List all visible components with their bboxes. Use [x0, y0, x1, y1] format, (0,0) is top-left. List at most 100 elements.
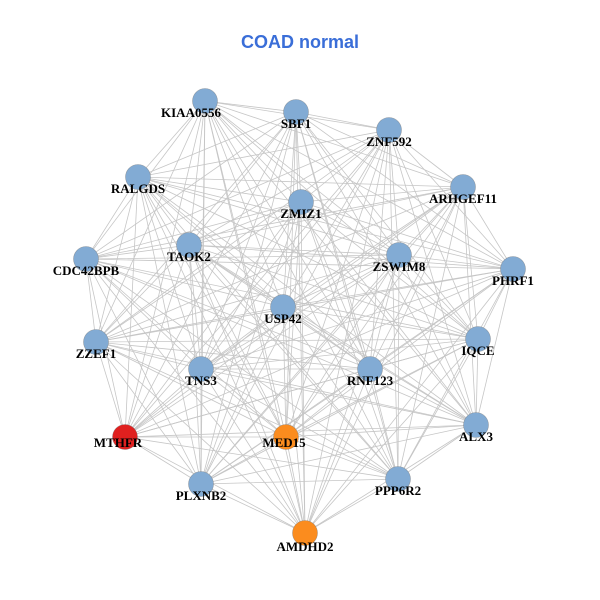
edge-TNS3-ALX3: [200, 368, 477, 426]
node-label-KIAA0556: KIAA0556: [161, 105, 221, 120]
edge-KIAA0556-ZMIZ1: [204, 100, 302, 203]
edge-KIAA0556-ZSWIM8: [204, 100, 400, 256]
edge-MTHFR-PPP6R2: [124, 436, 399, 480]
edge-RNF123-ALX3: [369, 368, 477, 426]
edge-SBF1-PHRF1: [295, 111, 514, 270]
node-label-MTHFR: MTHFR: [94, 435, 143, 450]
node-label-PHRF1: PHRF1: [492, 273, 534, 288]
node-label-CDC42BPB: CDC42BPB: [53, 263, 120, 278]
edge-ARHGEF11-PHRF1: [462, 186, 514, 270]
node-label-RALGDS: RALGDS: [111, 181, 165, 196]
edge-ZNF592-CDC42BPB: [85, 129, 390, 260]
edge-PLXNB2-AMDHD2: [200, 483, 306, 534]
plot-title: COAD normal: [241, 32, 359, 52]
edge-ZNF592-ARHGEF11: [388, 129, 464, 188]
node-circle-KIAA0556: [192, 88, 218, 114]
edge-ZMIZ1-PHRF1: [300, 201, 514, 270]
edge-PPP6R2-AMDHD2: [304, 478, 399, 534]
node-label-SBF1: SBF1: [281, 116, 311, 131]
edge-ARHGEF11-PLXNB2: [200, 186, 464, 485]
edge-IQCE-ALX3: [475, 338, 479, 426]
edge-KIAA0556-PLXNB2: [200, 100, 206, 485]
edge-USP42-PLXNB2: [200, 306, 284, 485]
edge-ZNF592-USP42: [282, 129, 390, 308]
node-circle-IQCE: [465, 326, 491, 352]
edge-TAOK2-CDC42BPB: [85, 244, 190, 260]
edge-ZMIZ1-PPP6R2: [300, 201, 399, 480]
edge-ZSWIM8-IQCE: [398, 254, 479, 340]
edge-KIAA0556-ALX3: [204, 100, 477, 426]
edge-USP42-IQCE: [282, 306, 479, 340]
edge-TAOK2-PHRF1: [188, 244, 514, 270]
edge-MTHFR-ALX3: [124, 424, 477, 438]
edge-TNS3-PPP6R2: [200, 368, 399, 480]
edge-SBF1-ALX3: [295, 111, 477, 426]
edge-PHRF1-PPP6R2: [397, 268, 514, 480]
edge-RALGDS-IQCE: [137, 176, 479, 340]
node-label-PPP6R2: PPP6R2: [375, 483, 421, 498]
edge-PHRF1-MTHFR: [124, 268, 514, 438]
edge-KIAA0556-MED15: [204, 100, 287, 438]
edge-ZZEF1-PPP6R2: [95, 341, 399, 480]
edge-ARHGEF11-PPP6R2: [397, 186, 464, 480]
node-circle-ZZEF1: [83, 329, 109, 355]
edge-ZMIZ1-CDC42BPB: [85, 201, 302, 260]
edge-KIAA0556-PHRF1: [204, 100, 514, 270]
edge-TNS3-AMDHD2: [200, 368, 306, 534]
edge-CDC42BPB-RNF123: [85, 258, 371, 370]
edge-IQCE-TNS3: [200, 338, 479, 370]
node-MTHFR: MTHFR: [94, 424, 143, 450]
edge-ZNF592-AMDHD2: [304, 129, 390, 534]
edge-ZNF592-ZSWIM8: [388, 129, 400, 256]
node-label-USP42: USP42: [264, 311, 302, 326]
edge-ARHGEF11-ZSWIM8: [398, 186, 464, 256]
edge-MED15-AMDHD2: [285, 436, 306, 534]
edge-RALGDS-MTHFR: [124, 176, 139, 438]
edge-ARHGEF11-USP42: [282, 186, 464, 308]
edge-ZZEF1-ALX3: [95, 341, 477, 426]
edge-ZMIZ1-AMDHD2: [300, 201, 306, 534]
edge-RNF123-MTHFR: [124, 368, 371, 438]
edge-CDC42BPB-ZZEF1: [85, 258, 97, 343]
node-ZZEF1: ZZEF1: [76, 329, 116, 361]
edge-TAOK2-PPP6R2: [188, 244, 399, 480]
node-circle-RALGDS: [125, 164, 151, 190]
node-CDC42BPB: CDC42BPB: [53, 246, 120, 278]
edge-RALGDS-ZMIZ1: [137, 176, 302, 203]
node-label-ZNF592: ZNF592: [366, 134, 412, 149]
edge-KIAA0556-ARHGEF11: [204, 100, 464, 188]
node-label-IQCE: IQCE: [461, 343, 494, 358]
node-circle-SBF1: [283, 99, 309, 125]
node-ZMIZ1: ZMIZ1: [280, 189, 322, 221]
edge-ARHGEF11-ALX3: [462, 186, 477, 426]
edge-IQCE-PLXNB2: [200, 338, 479, 485]
edge-CDC42BPB-USP42: [85, 258, 284, 308]
edge-CDC42BPB-PHRF1: [85, 258, 514, 270]
edge-KIAA0556-AMDHD2: [204, 100, 306, 534]
node-circle-USP42: [270, 294, 296, 320]
edge-ARHGEF11-RNF123: [369, 186, 464, 370]
node-circle-TAOK2: [176, 232, 202, 258]
edge-TAOK2-ZSWIM8: [188, 244, 400, 256]
node-circle-MTHFR: [112, 424, 138, 450]
edge-ZMIZ1-ZSWIM8: [300, 201, 400, 256]
edge-ZZEF1-IQCE: [95, 338, 479, 343]
node-USP42: USP42: [264, 294, 302, 326]
node-circle-CDC42BPB: [73, 246, 99, 272]
edge-ARHGEF11-TAOK2: [188, 186, 464, 246]
edge-CDC42BPB-PLXNB2: [85, 258, 202, 485]
edge-ZSWIM8-AMDHD2: [304, 254, 400, 534]
node-label-ALX3: ALX3: [459, 429, 493, 444]
edge-SBF1-ZNF592: [295, 111, 390, 131]
edge-KIAA0556-USP42: [204, 100, 284, 308]
edge-SBF1-ZMIZ1: [295, 111, 302, 203]
edge-TNS3-MED15: [200, 368, 287, 438]
edge-PHRF1-MED15: [285, 268, 514, 438]
edges-layer: [85, 100, 514, 534]
edge-CDC42BPB-MED15: [85, 258, 287, 438]
edge-SBF1-ZZEF1: [95, 111, 297, 343]
edge-PLXNB2-PPP6R2: [200, 478, 399, 485]
edge-MED15-PPP6R2: [285, 436, 399, 480]
